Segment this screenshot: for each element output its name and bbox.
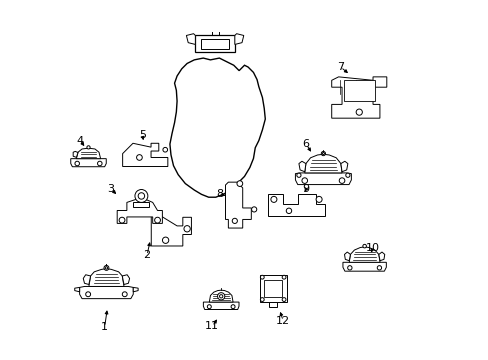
Circle shape [105, 267, 107, 269]
Circle shape [237, 181, 242, 186]
Polygon shape [340, 161, 347, 172]
Text: 5: 5 [139, 130, 145, 140]
Polygon shape [80, 287, 133, 299]
Circle shape [75, 161, 80, 166]
Bar [133, 202, 149, 207]
Polygon shape [378, 252, 384, 261]
Circle shape [270, 196, 276, 202]
Bar [264, 279, 282, 297]
Text: 9: 9 [302, 184, 309, 194]
Circle shape [162, 237, 168, 243]
Bar [259, 275, 286, 302]
Circle shape [154, 217, 160, 223]
Circle shape [282, 275, 285, 279]
Text: 7: 7 [336, 62, 344, 72]
Circle shape [122, 292, 127, 297]
Polygon shape [73, 152, 78, 157]
Circle shape [301, 178, 307, 183]
Polygon shape [186, 34, 195, 44]
Text: 1: 1 [101, 322, 108, 332]
Circle shape [296, 173, 301, 177]
Polygon shape [83, 275, 90, 284]
Circle shape [260, 298, 264, 301]
Polygon shape [298, 161, 305, 172]
Circle shape [87, 146, 90, 149]
Circle shape [260, 275, 264, 279]
Polygon shape [203, 302, 239, 310]
Bar [201, 39, 229, 49]
Circle shape [315, 196, 322, 202]
Circle shape [97, 161, 102, 166]
Text: 3: 3 [107, 184, 114, 194]
Polygon shape [234, 34, 244, 44]
Circle shape [104, 265, 109, 270]
Polygon shape [331, 77, 386, 118]
Polygon shape [75, 287, 80, 292]
Circle shape [231, 305, 235, 309]
Circle shape [119, 217, 124, 223]
Polygon shape [342, 262, 386, 271]
Circle shape [163, 147, 167, 152]
Circle shape [219, 294, 223, 298]
Polygon shape [267, 194, 325, 216]
Polygon shape [122, 275, 129, 284]
Polygon shape [117, 198, 162, 224]
Circle shape [362, 244, 366, 248]
Circle shape [183, 226, 190, 232]
Polygon shape [122, 143, 167, 167]
Polygon shape [225, 182, 251, 228]
Circle shape [136, 155, 142, 160]
Circle shape [339, 178, 344, 183]
Circle shape [138, 193, 144, 199]
Circle shape [85, 292, 90, 297]
Circle shape [232, 218, 237, 224]
Circle shape [135, 189, 147, 202]
Circle shape [347, 266, 351, 270]
Bar [343, 80, 374, 101]
Bar [268, 302, 277, 307]
Circle shape [376, 266, 381, 270]
Polygon shape [304, 154, 341, 173]
Circle shape [345, 173, 349, 177]
Polygon shape [295, 173, 351, 185]
Polygon shape [71, 159, 106, 167]
Polygon shape [76, 148, 101, 159]
Circle shape [285, 208, 291, 213]
Bar [195, 36, 234, 51]
Circle shape [355, 109, 362, 115]
Circle shape [207, 305, 211, 309]
Polygon shape [133, 287, 138, 292]
Text: 12: 12 [276, 316, 290, 326]
Circle shape [322, 153, 324, 154]
Polygon shape [169, 58, 265, 197]
Polygon shape [151, 215, 191, 246]
Polygon shape [89, 269, 124, 287]
Polygon shape [348, 247, 379, 262]
Circle shape [321, 152, 325, 156]
Polygon shape [209, 290, 233, 302]
Circle shape [217, 293, 224, 300]
Circle shape [251, 207, 256, 212]
Text: 2: 2 [143, 250, 150, 260]
Text: 11: 11 [205, 321, 219, 331]
Text: 4: 4 [77, 136, 83, 145]
Circle shape [282, 298, 285, 301]
Polygon shape [344, 252, 350, 261]
Text: 6: 6 [302, 139, 309, 149]
Text: 8: 8 [216, 189, 223, 199]
Text: 10: 10 [365, 243, 379, 253]
